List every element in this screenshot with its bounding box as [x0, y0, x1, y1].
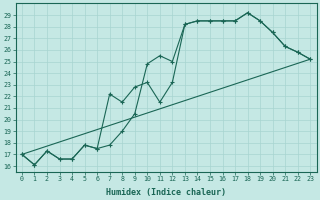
X-axis label: Humidex (Indice chaleur): Humidex (Indice chaleur) — [106, 188, 226, 197]
